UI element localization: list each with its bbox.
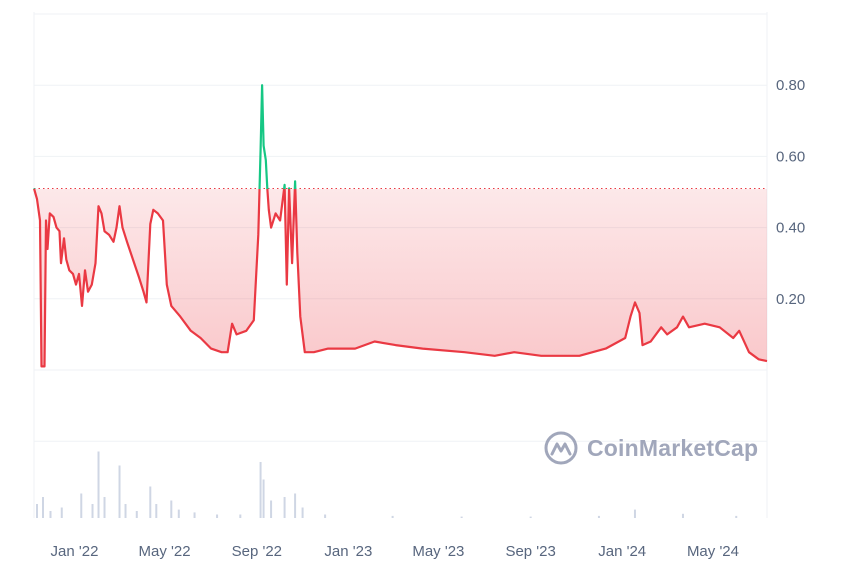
volume-bar — [262, 479, 265, 518]
volume-bar — [391, 515, 394, 518]
volume-bar — [460, 516, 463, 518]
volume-bar — [294, 493, 297, 518]
volume-bar — [633, 509, 636, 518]
x-tick-label: Jan '22 — [51, 543, 99, 560]
volume-bar — [155, 504, 158, 518]
volume-bar — [216, 514, 219, 518]
y-tick-label: 0.20 — [776, 291, 805, 308]
volume-bar — [735, 515, 738, 518]
y-axis-ticks: 0.20 0.40 0.60 0.80 — [776, 77, 805, 308]
volume-bar — [42, 497, 45, 518]
volume-bar — [91, 504, 94, 518]
volume-bar — [259, 462, 262, 518]
volume-bar — [60, 507, 63, 518]
x-tick-label: Jan '23 — [324, 543, 372, 560]
volume-bar — [177, 509, 180, 518]
volume-bar — [49, 511, 52, 518]
volume-bar — [103, 497, 106, 518]
y-tick-label: 0.60 — [776, 148, 805, 165]
x-tick-label: Sep '23 — [505, 543, 555, 560]
x-axis-ticks: Jan '22 May '22 Sep '22 Jan '23 May '23 Sep '… — [51, 543, 739, 560]
volume-bar — [80, 493, 83, 518]
volume-bar — [135, 511, 138, 518]
price-area-fill — [34, 189, 767, 367]
volume-bar — [324, 514, 327, 518]
volume-bar — [301, 507, 304, 518]
x-tick-label: Jan '24 — [598, 543, 646, 560]
x-tick-label: May '22 — [139, 543, 191, 560]
volume-bar — [124, 504, 127, 518]
volume-bar — [170, 500, 173, 518]
volume-bar — [118, 465, 121, 518]
volume-bar — [36, 504, 39, 518]
volume-bars — [36, 451, 738, 518]
volume-bar — [529, 516, 532, 518]
coinmarketcap-logo-icon — [544, 431, 578, 465]
volume-bar — [149, 486, 152, 518]
x-tick-label: May '24 — [687, 543, 739, 560]
y-tick-label: 0.80 — [776, 77, 805, 94]
volume-bar — [270, 500, 273, 518]
y-tick-label: 0.40 — [776, 220, 805, 237]
volume-bar — [283, 497, 286, 518]
volume-bar — [239, 514, 242, 518]
price-line-below — [33, 189, 768, 368]
watermark-text: CoinMarketCap — [587, 434, 759, 461]
volume-bar — [97, 451, 100, 518]
watermark: CoinMarketCap — [543, 430, 758, 466]
x-tick-label: Sep '22 — [232, 543, 282, 560]
volume-bar — [597, 515, 600, 518]
x-tick-label: May '23 — [412, 543, 464, 560]
volume-bar — [681, 513, 684, 518]
volume-bar — [193, 512, 196, 518]
